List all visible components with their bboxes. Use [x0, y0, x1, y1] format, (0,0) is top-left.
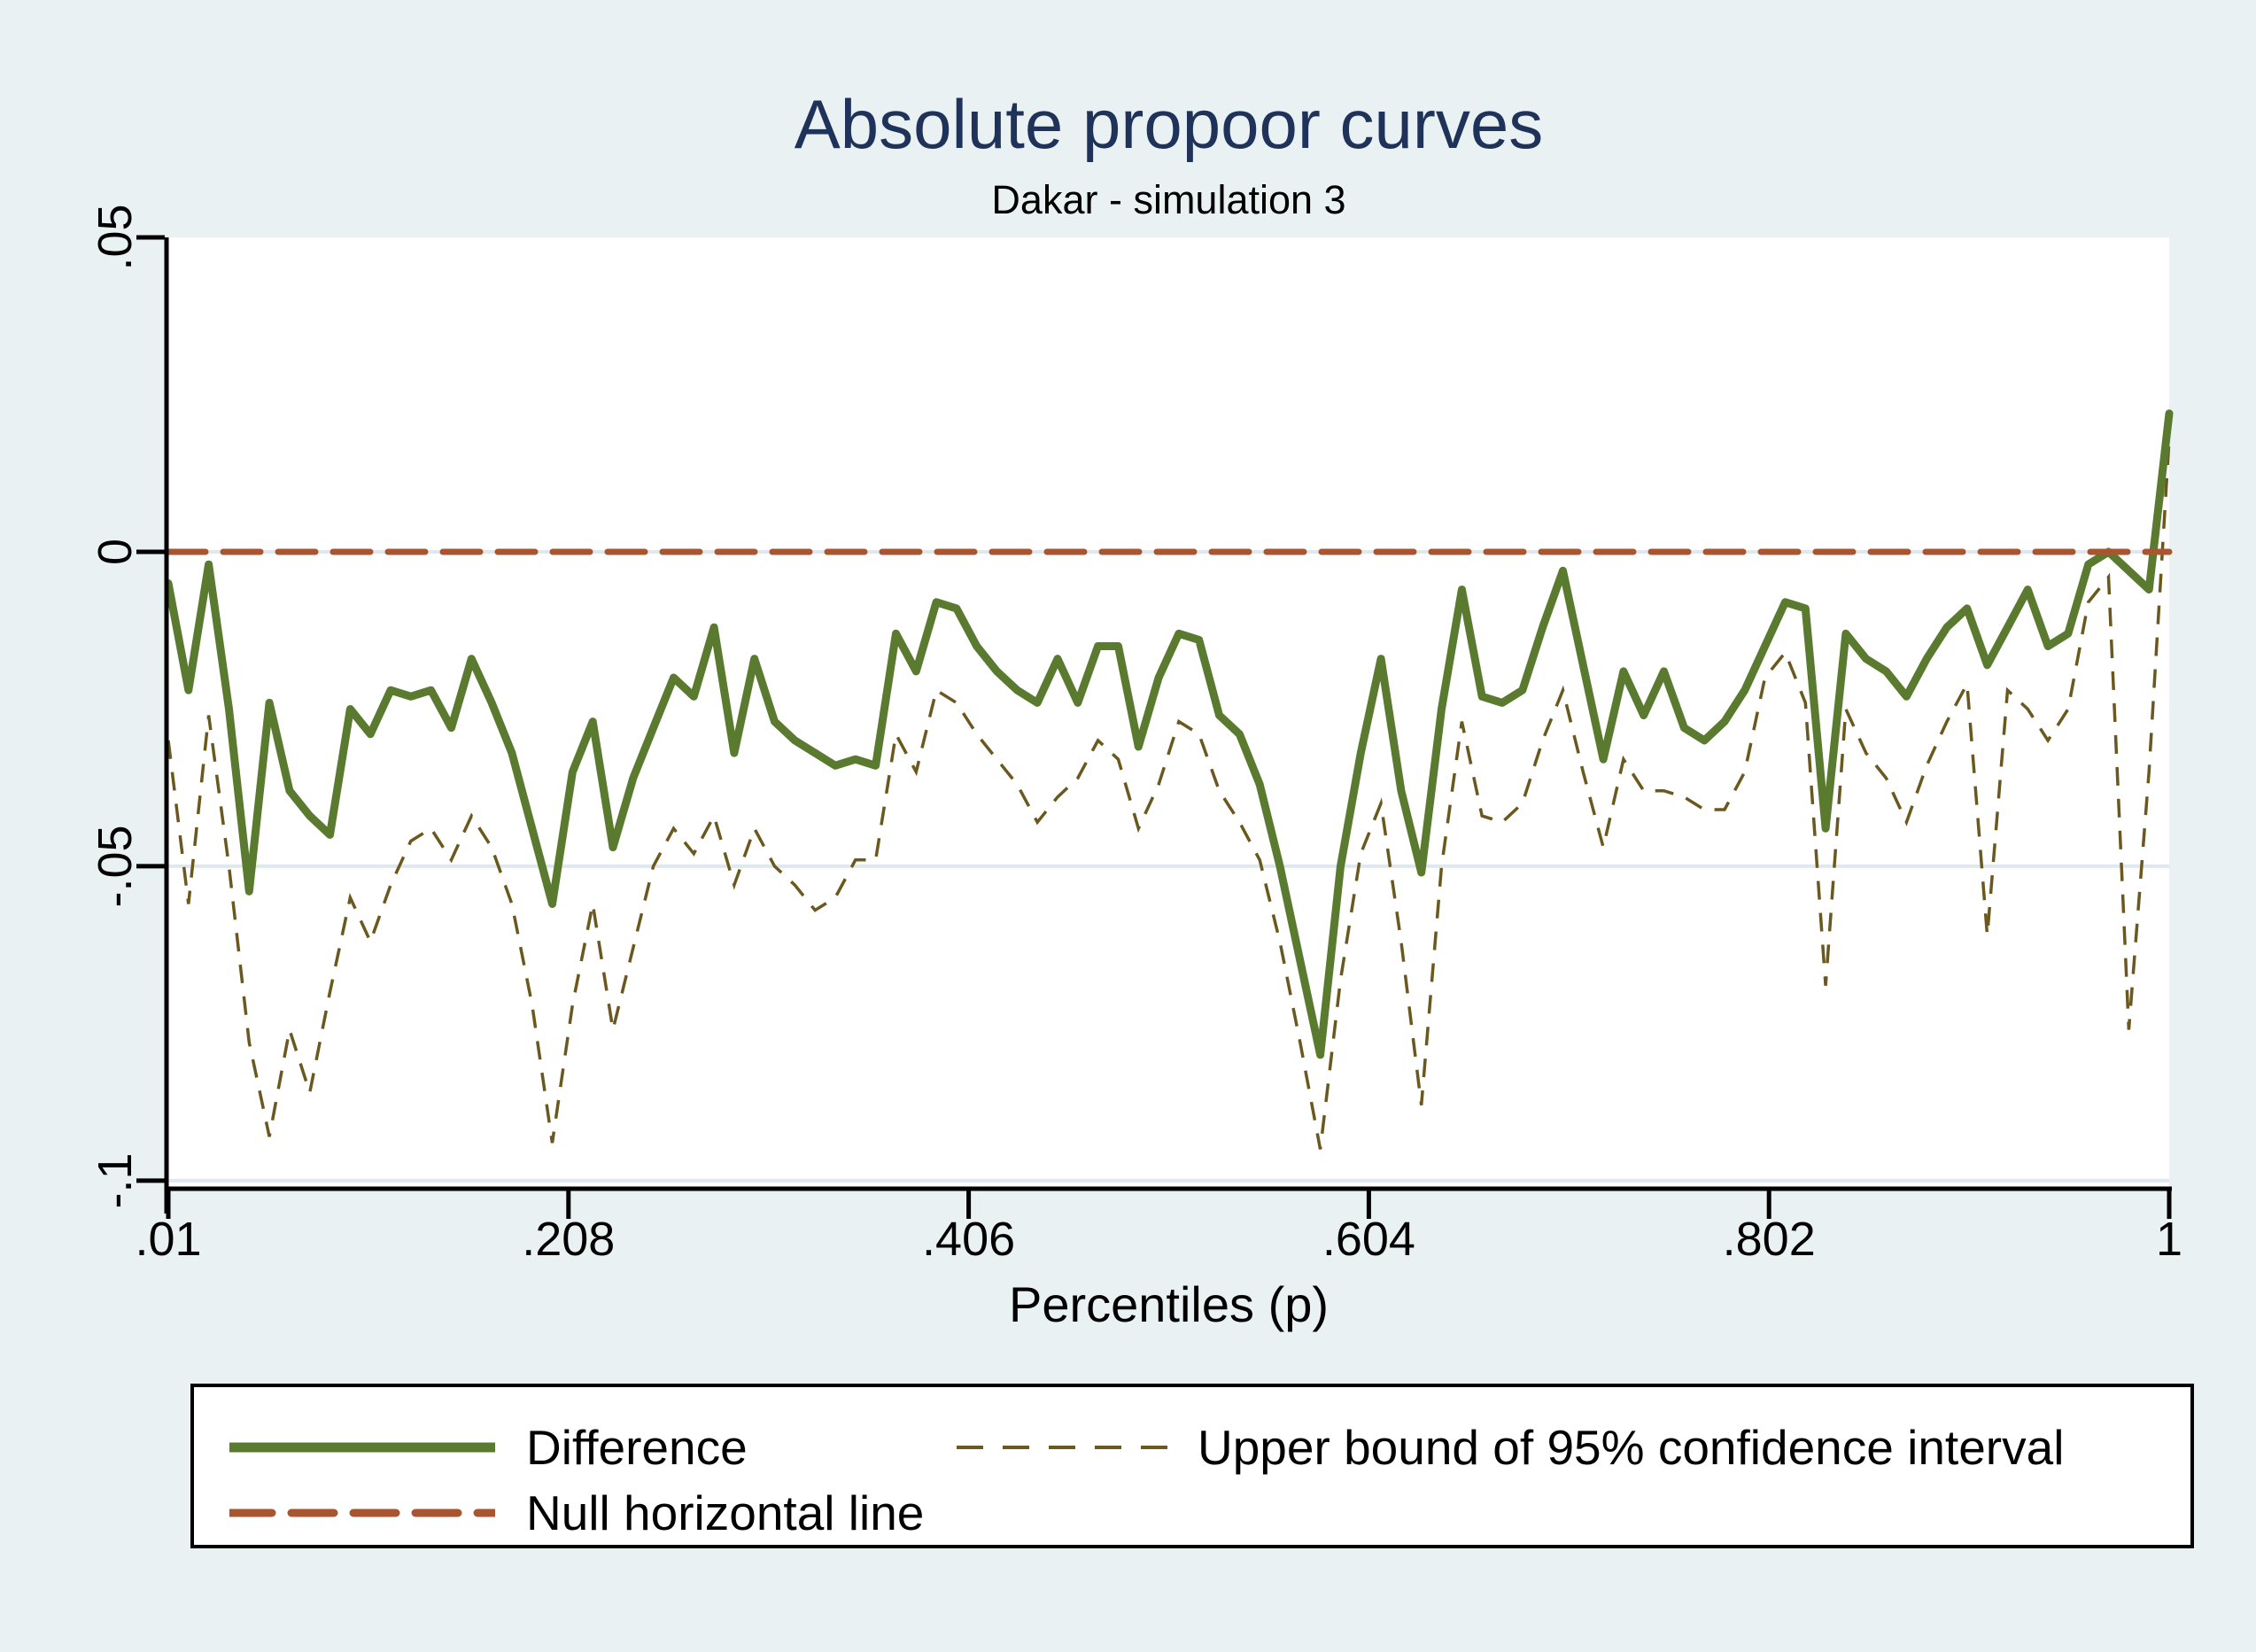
legend-label: Null horizontal line	[526, 1485, 925, 1540]
x-tick-label: 1	[2155, 1213, 2183, 1266]
difference-line	[164, 409, 2174, 1059]
x-tick-label: .802	[1722, 1213, 1816, 1266]
x-axis-title: Percentiles (p)	[1008, 1276, 1330, 1332]
legend-item-difference: Difference	[229, 1420, 938, 1475]
chart-title: Absolute propoor curves	[794, 85, 1544, 163]
legend-item-null-line: Null horizontal line	[229, 1485, 1115, 1540]
upper-bound-line-swatch-icon	[957, 1446, 1169, 1449]
legend-item-upper-bound: Upper bound of 95% confidence interval	[957, 1420, 2179, 1475]
plot-area	[136, 235, 2174, 1219]
y-tick-label: -.1	[89, 1152, 142, 1209]
null-line-swatch-icon	[229, 1509, 495, 1517]
legend-label: Difference	[526, 1420, 748, 1475]
difference-line-swatch-icon	[229, 1442, 495, 1453]
y-tick-label: 0	[89, 538, 142, 565]
x-tick-label: .208	[522, 1213, 616, 1266]
chart-subtitle: Dakar - simulation 3	[991, 177, 1346, 222]
x-tick-label: .406	[922, 1213, 1016, 1266]
y-tick-label: .05	[89, 204, 142, 271]
legend-label: Upper bound of 95% confidence interval	[1198, 1420, 2065, 1475]
legend-box: Difference Upper bound of 95% confidence…	[190, 1384, 2194, 1548]
upper-bound-line	[167, 438, 2171, 1150]
y-tick-label: -.05	[89, 825, 142, 908]
chart-svg	[136, 235, 2174, 1219]
x-tick-label: .01	[135, 1213, 202, 1266]
x-tick-label: .604	[1322, 1213, 1415, 1266]
